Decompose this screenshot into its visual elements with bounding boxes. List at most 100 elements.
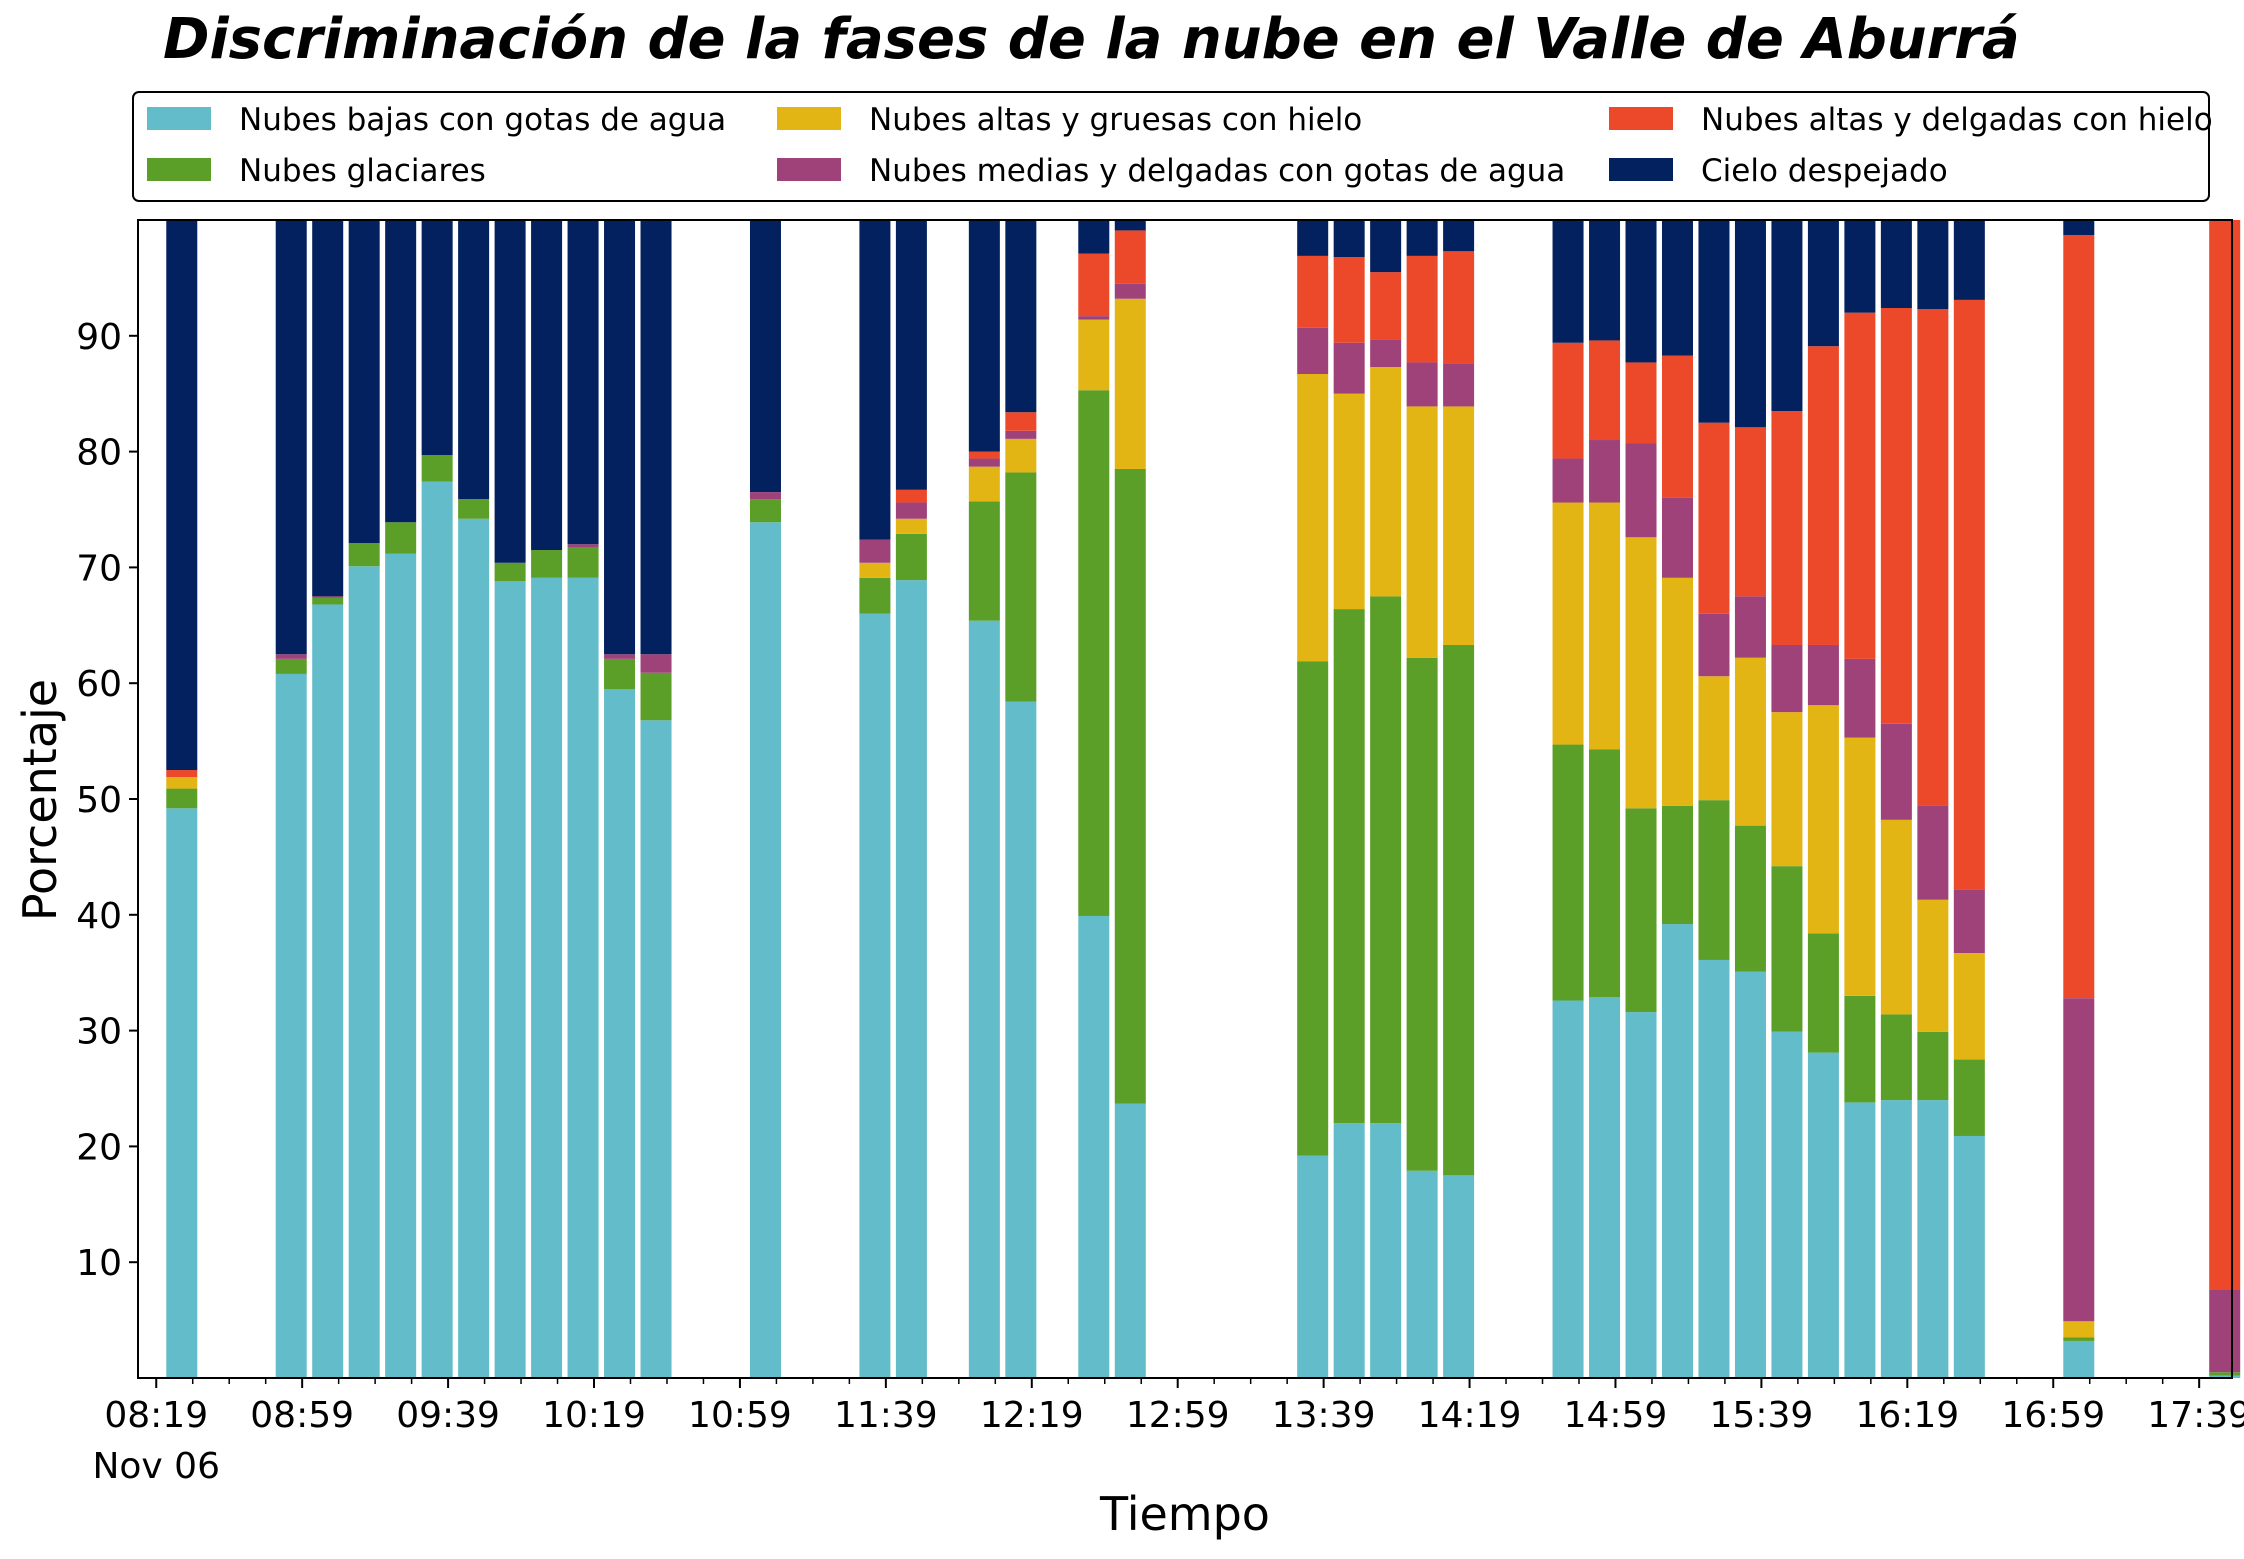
x-tick-label-1139: 11:39 — [834, 1395, 938, 1436]
bar-segment-1236-series-1 — [1078, 390, 1110, 916]
bar-segment-1746-series-1 — [2209, 1372, 2241, 1376]
bar-segment-1626-series-2 — [1917, 899, 1949, 1032]
bar-segment-1526-series-4 — [1698, 422, 1730, 614]
bar-segment-1216-series-1 — [1005, 472, 1037, 702]
bar-segment-1616-series-0 — [1880, 1100, 1912, 1378]
legend-label-5: Cielo despejado — [1701, 153, 1948, 189]
bar-segment-1206-series-2 — [968, 466, 1000, 502]
bar-segment-1336-series-4 — [1297, 255, 1329, 328]
bar-segment-1516-series-1 — [1661, 805, 1693, 925]
x-tick-label-1659: 16:59 — [2001, 1395, 2105, 1436]
legend-label-3: Nubes medias y delgadas con gotas de agu… — [869, 153, 1565, 189]
bar-segment-1016-series-1 — [567, 547, 599, 578]
y-axis-label: Porcentaje — [13, 679, 67, 921]
bar-segment-1636-series-2 — [1953, 953, 1985, 1060]
legend-swatch-5 — [1609, 158, 1673, 181]
legend-box — [132, 91, 2210, 202]
bar-segment-1606-series-3 — [1844, 658, 1876, 738]
bar-segment-0946-series-0 — [458, 518, 490, 1378]
bar-segment-1106-series-3 — [749, 492, 781, 500]
legend: Nubes bajas con gotas de agua Nubes glaci… — [132, 91, 2213, 202]
bar-segment-1536-series-5 — [1734, 220, 1766, 428]
bar-segment-1556-series-3 — [1807, 644, 1839, 706]
bar-segment-1006-series-1 — [531, 550, 563, 578]
bar-segment-1146-series-4 — [895, 489, 927, 503]
bar-segment-0926-series-0 — [385, 553, 417, 1378]
bar-segment-1246-series-1 — [1114, 468, 1146, 1104]
x-tick-label-0819: 08:19 — [104, 1395, 208, 1436]
y-tick-label-80: 80 — [76, 433, 122, 474]
bar-segment-1706-series-3 — [2063, 998, 2095, 1322]
bar-segment-1006-series-5 — [531, 220, 563, 551]
axes-layer: 10 20 30 40 50 60 70 80 90 08:19 08:59 09:39 10:19 10… — [76, 219, 2244, 1487]
bars-layer — [166, 220, 2241, 1379]
bar-segment-0916-series-0 — [348, 566, 380, 1378]
bar-segment-0926-series-1 — [385, 522, 417, 554]
bar-segment-1406-series-1 — [1406, 657, 1438, 1171]
bar-segment-1216-series-2 — [1005, 438, 1037, 473]
bar-segment-1406-series-2 — [1406, 406, 1438, 658]
bar-segment-1746-series-4 — [2209, 220, 2241, 1290]
x-tick-label-1019: 10:19 — [542, 1395, 646, 1436]
x-tick-label-1059: 10:59 — [688, 1395, 792, 1436]
bar-segment-1206-series-5 — [968, 220, 1000, 452]
bar-segment-1206-series-0 — [968, 620, 1000, 1378]
bar-segment-1616-series-3 — [1880, 723, 1912, 820]
bar-segment-1106-series-1 — [749, 499, 781, 523]
bar-segment-1626-series-4 — [1917, 309, 1949, 806]
bar-segment-0856-series-3 — [275, 654, 307, 659]
bar-segment-1136-series-1 — [859, 577, 891, 614]
bar-segment-1406-series-4 — [1406, 255, 1438, 363]
bar-segment-1506-series-5 — [1625, 220, 1657, 363]
bar-segment-1336-series-1 — [1297, 661, 1329, 1156]
bar-segment-1546-series-4 — [1771, 411, 1803, 645]
bar-segment-1336-series-0 — [1297, 1155, 1329, 1378]
bar-segment-1336-series-2 — [1297, 374, 1329, 662]
bar-segment-1626-series-3 — [1917, 805, 1949, 900]
legend-swatch-2 — [777, 107, 841, 130]
x-tick-label-1339: 13:39 — [1272, 1395, 1376, 1436]
bar-segment-1516-series-2 — [1661, 577, 1693, 806]
bar-segment-1636-series-4 — [1953, 299, 1985, 890]
bar-segment-1536-series-2 — [1734, 657, 1766, 826]
bar-segment-1616-series-2 — [1880, 819, 1912, 1015]
bar-segment-1036-series-0 — [640, 720, 672, 1378]
bar-segment-0906-series-1 — [312, 597, 344, 605]
legend-swatch-4 — [1609, 107, 1673, 130]
legend-swatch-0 — [147, 107, 211, 130]
bar-segment-1516-series-0 — [1661, 924, 1693, 1378]
bar-segment-1446-series-3 — [1552, 458, 1584, 503]
bar-segment-1536-series-0 — [1734, 971, 1766, 1378]
bar-segment-1206-series-3 — [968, 458, 1000, 467]
bar-segment-1506-series-0 — [1625, 1012, 1657, 1378]
bar-segment-1556-series-1 — [1807, 933, 1839, 1053]
y-tick-label-10: 10 — [76, 1243, 122, 1284]
bar-segment-1136-series-2 — [859, 562, 891, 578]
bar-segment-1546-series-3 — [1771, 644, 1803, 713]
legend-swatch-3 — [777, 158, 841, 181]
bar-segment-0916-series-1 — [348, 543, 380, 567]
bar-segment-1206-series-1 — [968, 501, 1000, 621]
bar-segment-1416-series-2 — [1443, 406, 1475, 645]
bar-segment-1026-series-1 — [604, 658, 636, 689]
bar-segment-1246-series-3 — [1114, 283, 1146, 299]
bar-segment-1446-series-0 — [1552, 1000, 1584, 1378]
y-tick-label-60: 60 — [76, 664, 122, 705]
bar-segment-1456-series-1 — [1589, 749, 1621, 998]
bar-segment-1636-series-5 — [1953, 220, 1985, 300]
bar-segment-0936-series-0 — [421, 481, 453, 1379]
bar-segment-0946-series-1 — [458, 499, 490, 519]
bar-segment-1606-series-2 — [1844, 737, 1876, 996]
chart-title: Discriminación de la fases de la nube en… — [163, 7, 2020, 72]
y-tick-label-20: 20 — [76, 1127, 122, 1168]
bar-segment-1526-series-5 — [1698, 220, 1730, 423]
bar-segment-1356-series-3 — [1370, 339, 1402, 368]
bar-segment-1346-series-2 — [1333, 393, 1365, 610]
legend-swatch-1 — [147, 158, 211, 181]
y-tick-label-30: 30 — [76, 1012, 122, 1053]
bar-segment-1236-series-4 — [1078, 253, 1110, 317]
bar-segment-1606-series-1 — [1844, 995, 1876, 1103]
bar-segment-1136-series-5 — [859, 220, 891, 540]
x-tick-label-1219: 12:19 — [980, 1395, 1084, 1436]
bar-segment-1406-series-0 — [1406, 1170, 1438, 1378]
